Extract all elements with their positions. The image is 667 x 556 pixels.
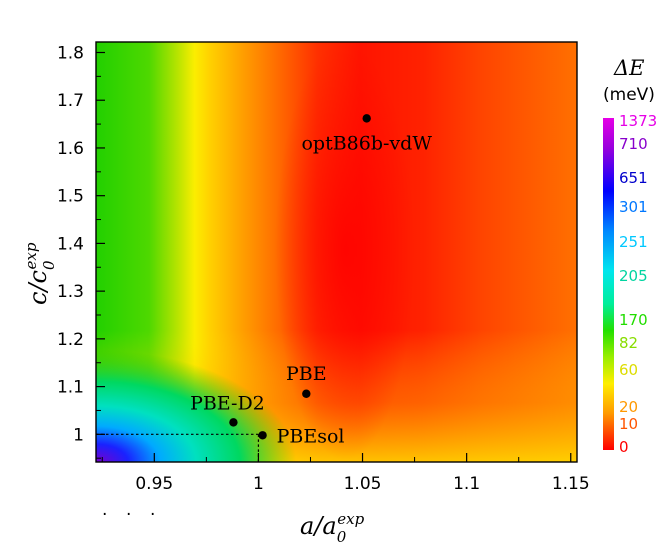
footer-marks: · · · [102, 505, 155, 525]
colorbar-gradient [603, 118, 614, 450]
method-points: optB86b-vdW PBE PBE-D2 PBEsol [190, 114, 432, 447]
y-tick-label: 1.2 [57, 330, 84, 350]
x-tick-label: 1 [253, 474, 264, 494]
svg-text:c/c0exp: c/c0exp [22, 242, 58, 305]
y-tick-label: 1.1 [57, 378, 84, 398]
heatmap-surface [96, 42, 577, 462]
x-axis-label: a/a0exp [300, 510, 365, 546]
point-pbe-d2 [229, 418, 238, 427]
colorbar-label: 205 [619, 267, 648, 285]
y-tick-label: 1 [73, 425, 84, 445]
point-pbesol [258, 431, 267, 440]
y-tick-label: 1.4 [57, 234, 84, 254]
colorbar-label: 170 [619, 311, 648, 329]
point-label-optb86b-vdw: optB86b-vdW [301, 132, 432, 154]
colorbar-label: 60 [619, 361, 638, 379]
footer-mark: · [150, 505, 155, 525]
x-tick-label: 1.15 [552, 474, 590, 494]
colorbar-title: ΔE [613, 56, 645, 80]
colorbar-label: 10 [619, 415, 638, 433]
x-tick-label: 0.95 [135, 474, 173, 494]
x-axis: 0.95 1 1.05 1.1 1.15 [101, 453, 590, 494]
colorbar-label: 251 [619, 233, 648, 251]
point-pbe [302, 389, 311, 398]
point-optb86b-vdw [362, 114, 371, 123]
y-tick-label: 1.3 [57, 282, 84, 302]
y-tick-label: 1.6 [57, 139, 84, 159]
colorbar-unit: (meV) [603, 85, 655, 105]
y-tick-label: 1.5 [57, 187, 84, 207]
colorbar-label: 301 [619, 198, 648, 216]
footer-mark: · [102, 505, 107, 525]
x-tick-label: 1.1 [453, 474, 480, 494]
colorbar-label: 710 [619, 135, 648, 153]
colorbar-label: 82 [619, 334, 638, 352]
point-label-pbesol: PBEsol [277, 425, 345, 447]
colorbar-label: 651 [619, 169, 648, 187]
y-tick-label: 1.8 [57, 44, 84, 64]
colorbar-label: 0 [619, 438, 629, 456]
reference-lines [96, 433, 260, 462]
colorbar-label: 1373 [619, 112, 657, 130]
point-label-pbe: PBE [286, 363, 327, 385]
y-axis: 1 1.1 1.2 1.3 1.4 1.5 1.6 1.7 1.8 [57, 44, 105, 459]
footer-mark: · [126, 505, 131, 525]
x-tick-label: 1.05 [344, 474, 382, 494]
y-tick-label: 1.7 [57, 91, 84, 111]
plot-frame [95, 41, 578, 463]
point-label-pbe-d2: PBE-D2 [190, 392, 265, 414]
colorbar-label: 20 [619, 398, 638, 416]
y-axis-label: c/c0exp [22, 242, 58, 305]
